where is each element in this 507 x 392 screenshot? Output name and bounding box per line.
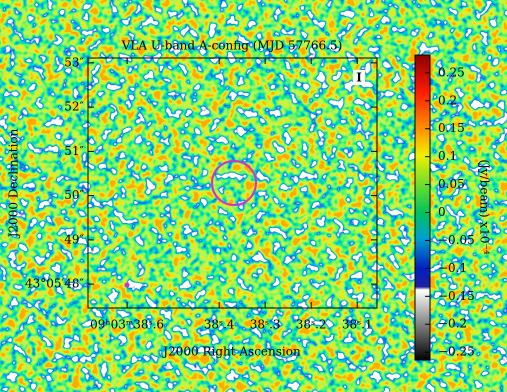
x-tick-label: 38ˢ.1 (342, 318, 373, 332)
y-tick-label: 43°05′48″ (25, 277, 85, 291)
chart-title: VLA U-band A-config (MJD 57766.5) (121, 39, 343, 53)
image (88, 58, 377, 308)
colorbar-tick-label: 0.15 (438, 121, 465, 135)
beam-marker (124, 282, 130, 288)
x-tick-label: 38ˢ.2 (296, 318, 327, 332)
x-axis-label: J2000 Right Ascension (161, 345, 301, 359)
colorbar-tick-label: −0.1 (438, 261, 467, 275)
colorbar (414, 54, 431, 361)
colorbar-tick-label: 0.2 (438, 93, 457, 107)
y-tick-label: 52″ (64, 100, 84, 114)
x-tick-label: 38ˢ.3 (250, 318, 281, 332)
colorbar-tick-label: −0.2 (438, 317, 467, 331)
frame (87, 57, 378, 309)
source-region (211, 160, 257, 206)
colorbar-tick-label: −0.05 (438, 233, 475, 247)
colorbar-tick-label: 0.05 (438, 177, 465, 191)
y-tick-label: 53″ (64, 55, 84, 69)
colorbar-tick-label: −0.25 (438, 345, 475, 359)
colorbar-tick-label: 0 (438, 205, 446, 219)
colorbar-tick-label: −0.15 (438, 289, 475, 303)
colorbar-tick-label: 0.25 (438, 65, 465, 79)
x-tick-label: 38ˢ.4 (204, 318, 235, 332)
y-tick-label: 49″ (64, 232, 84, 246)
stokes-box (353, 70, 365, 85)
colorbar-label: (Jy/beam) x10⁻⁴ (478, 159, 492, 254)
colorbar-tick-label: 0.1 (438, 149, 457, 163)
y-tick-label: 51″ (64, 144, 84, 158)
x-tick-label: 09ʰ03ᵐ38ˢ.6 (90, 318, 164, 332)
y-tick-label: 50″ (64, 188, 84, 202)
stokes-label: I (356, 71, 362, 85)
y-axis-label: J2000 Declination (7, 128, 21, 239)
